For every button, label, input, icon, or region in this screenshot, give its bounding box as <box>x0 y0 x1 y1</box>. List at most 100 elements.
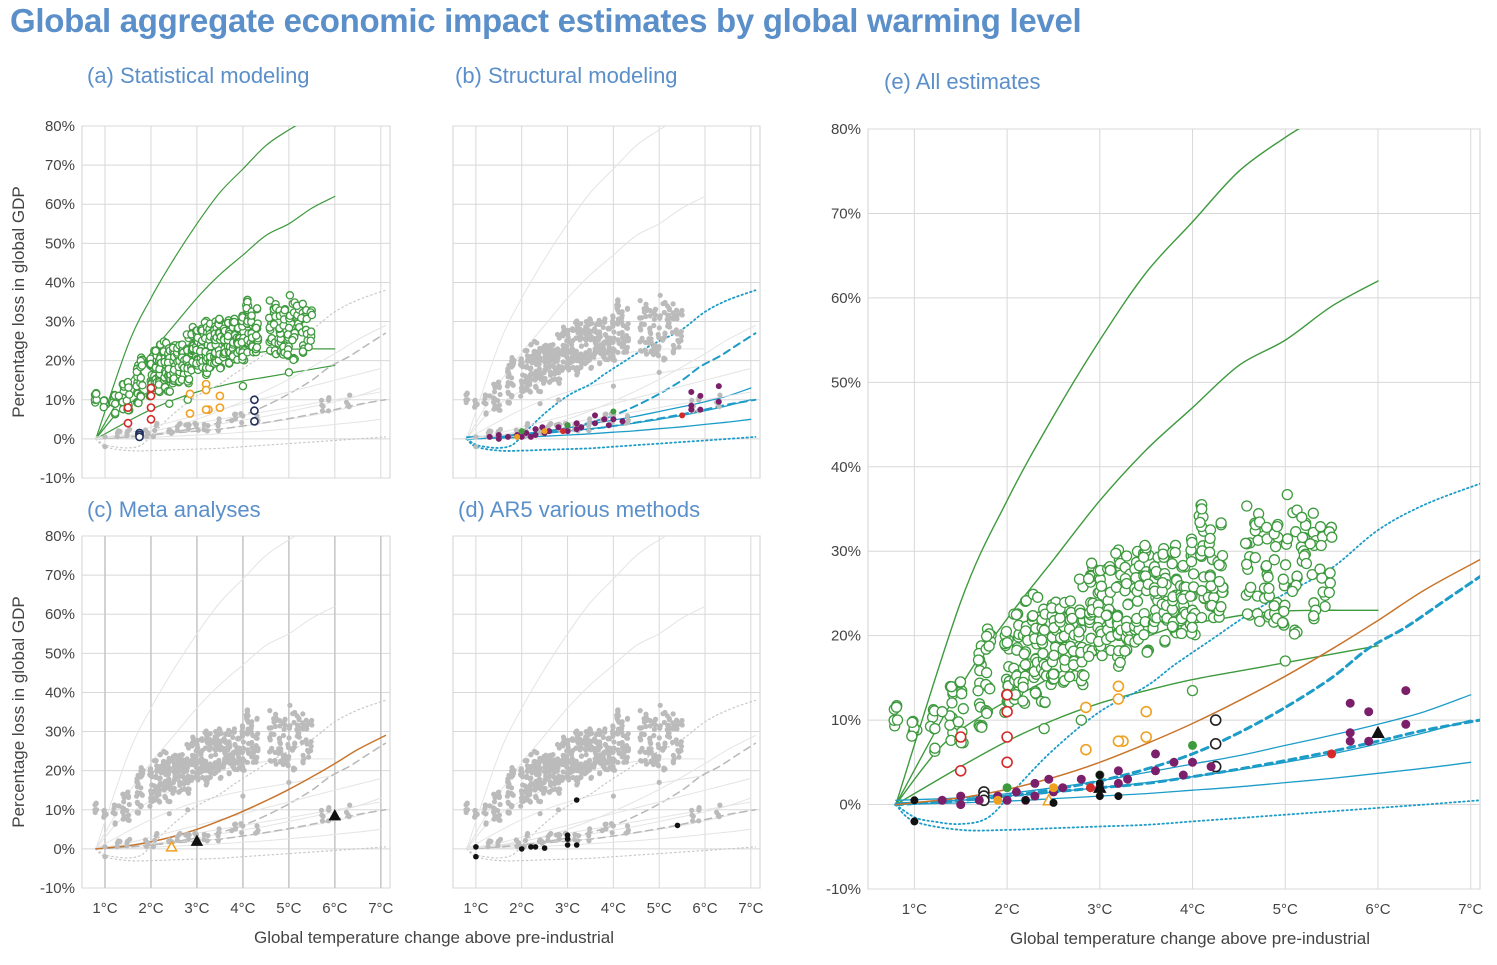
background-point <box>472 814 478 820</box>
background-point <box>639 745 645 751</box>
statistical-point <box>1120 577 1133 590</box>
statistical-point <box>1326 531 1338 543</box>
background-point <box>134 779 140 785</box>
background-point <box>491 791 497 797</box>
statistical-point <box>1064 595 1077 607</box>
background-point <box>661 767 667 773</box>
background-point <box>248 729 254 735</box>
background-point <box>193 421 199 428</box>
y-tick-label: -10% <box>40 470 75 487</box>
background-point <box>600 324 606 330</box>
statistical-point <box>1187 568 1200 580</box>
background-point <box>505 369 511 375</box>
background-point <box>179 752 185 758</box>
background-point <box>524 833 530 839</box>
background-point <box>199 737 205 744</box>
background-point <box>249 719 255 725</box>
background-point <box>610 764 616 770</box>
background-point <box>287 723 293 729</box>
background-point <box>239 733 245 740</box>
statistical-point <box>184 374 194 384</box>
ar5-point <box>564 832 571 838</box>
y-tick-label: 10% <box>45 392 75 409</box>
statistical-point <box>1038 624 1050 636</box>
background-point <box>588 775 594 781</box>
y-tick-label: 30% <box>45 724 75 741</box>
background-point <box>303 717 309 723</box>
background-point <box>655 756 662 763</box>
background-point <box>652 307 658 313</box>
background-point <box>523 795 529 801</box>
statistical-point <box>1216 549 1229 562</box>
statistical-point <box>1195 611 1208 624</box>
background-point <box>610 349 616 355</box>
background-point <box>472 808 478 814</box>
background-point <box>656 735 662 741</box>
background-point <box>651 754 657 760</box>
background-point <box>586 420 592 426</box>
statistical-orange-point <box>1080 743 1092 756</box>
background-point <box>615 349 621 355</box>
background-point <box>573 349 579 355</box>
background-point <box>560 734 567 740</box>
background-point <box>674 726 680 732</box>
statistical-point <box>215 314 224 324</box>
background-point <box>554 356 560 362</box>
background-point <box>536 366 543 372</box>
background-point <box>518 356 525 362</box>
background-point <box>124 808 130 814</box>
background-point <box>526 388 533 394</box>
background-point <box>600 345 607 352</box>
background-point <box>655 741 661 748</box>
background-point <box>648 746 654 752</box>
statistical-point <box>906 730 918 742</box>
background-point <box>112 802 118 809</box>
background-point <box>602 729 608 735</box>
background-point <box>624 754 631 760</box>
background-point <box>509 768 515 774</box>
background-point <box>347 392 353 398</box>
statistical-orange-point <box>1140 705 1152 718</box>
background-point <box>284 762 291 768</box>
statistical-point <box>1260 560 1273 572</box>
structural-purple-point <box>1151 766 1160 776</box>
structural-purple-point <box>532 432 539 438</box>
statistical-point <box>124 383 133 392</box>
statistical-curve <box>95 126 297 440</box>
statistical-point <box>976 721 988 733</box>
background-point <box>180 760 186 766</box>
structural-green-point <box>1188 740 1197 750</box>
background-point <box>550 377 556 383</box>
statistical-point <box>1240 558 1253 570</box>
background-point <box>230 750 236 756</box>
background-point <box>174 427 180 433</box>
background-point <box>643 351 650 357</box>
background-point <box>657 292 663 298</box>
ar5-point <box>573 842 580 848</box>
background-point <box>587 351 593 357</box>
statistical-point <box>1029 687 1042 699</box>
x-tick-label: 7°C <box>738 900 763 917</box>
x-tick-label: 5°C <box>647 900 672 917</box>
background-point <box>138 785 144 791</box>
background-point <box>637 708 643 714</box>
background-point <box>174 424 180 430</box>
statistical-point <box>1316 572 1328 584</box>
background-point <box>624 735 630 741</box>
statistical-red-point <box>1001 756 1013 769</box>
structural-purple-point <box>1364 707 1374 717</box>
statistical-point <box>929 722 941 735</box>
statistical-point <box>1194 516 1206 529</box>
background-point <box>559 777 565 783</box>
background-point <box>518 393 524 399</box>
background-point <box>249 740 255 747</box>
y-tick-label: 70% <box>45 157 75 174</box>
background-point <box>551 760 557 766</box>
background-point <box>309 722 315 728</box>
background-point <box>541 755 547 761</box>
background-point <box>171 785 177 792</box>
background-curve <box>95 778 382 850</box>
statistical-curve <box>466 364 706 440</box>
statistical-point <box>1019 658 1032 671</box>
background-point <box>557 786 563 792</box>
